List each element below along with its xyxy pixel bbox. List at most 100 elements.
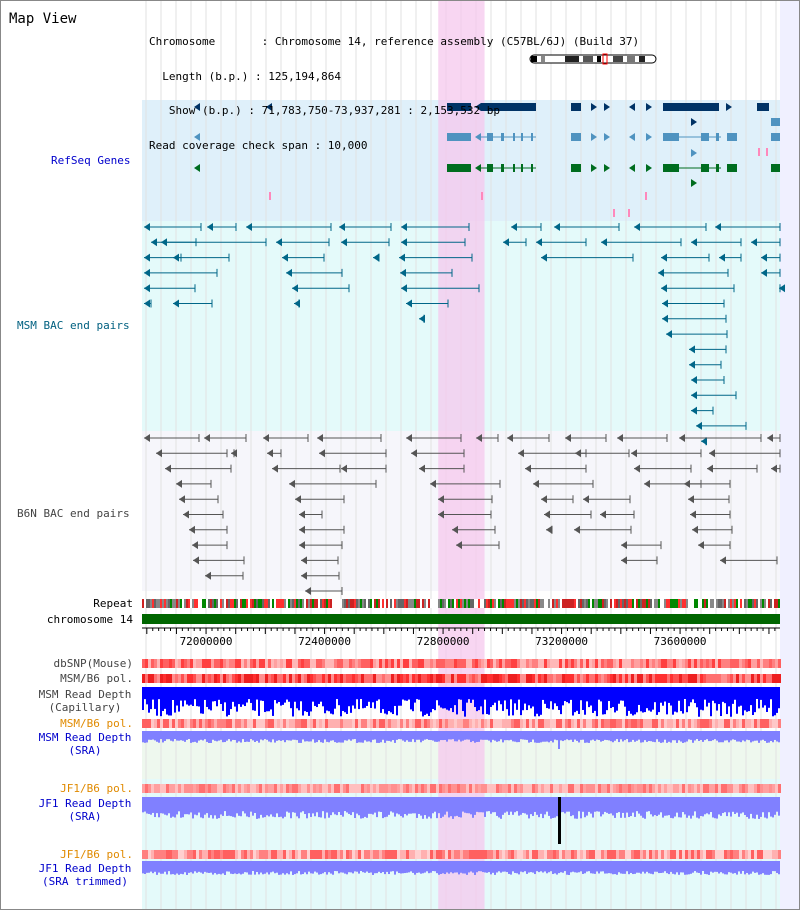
jf1-pol-cell: [637, 784, 640, 793]
jf1-sra-bar: [186, 797, 188, 815]
repeat-block: [554, 599, 556, 608]
msm-sra-bar: [250, 731, 252, 740]
repeat-block: [776, 599, 778, 608]
jf1-pol2-cell: [265, 850, 268, 859]
msm-sra-bar: [338, 731, 340, 743]
end-arrow: [617, 434, 623, 442]
msm-pol-cell: [223, 674, 226, 683]
jf1-pol-cell: [523, 784, 526, 793]
jf1-pol2-cell: [310, 850, 313, 859]
jf1-pol-cell: [319, 784, 322, 793]
jf1-depth-sra-label: JF1 Read Depth: [38, 797, 132, 810]
msm-sra-bar: [702, 731, 704, 742]
jf1-trim-bar: [638, 861, 640, 873]
dbsnp-cell: [703, 659, 706, 668]
msm-capillary-bar: [436, 687, 438, 701]
msm-capillary-bar: [324, 687, 326, 714]
msm-depth-capillary-sub: (Capillary): [48, 701, 122, 714]
jf1-sra-bar: [754, 797, 756, 819]
msm-pol2-cell: [730, 719, 733, 728]
pink-mark: [758, 148, 760, 156]
repeat-block: [378, 599, 380, 608]
b6n-bac-pair: [419, 464, 465, 473]
repeat-block: [198, 599, 200, 608]
repeat-block: [594, 599, 596, 608]
jf1-sra-bar: [514, 797, 516, 813]
msm-pol-cell: [376, 674, 379, 683]
repeat-block: [316, 599, 318, 608]
msm-pol-cell: [256, 674, 259, 683]
jf1-sra-bar: [626, 797, 628, 813]
jf1-trim-bar: [386, 861, 388, 872]
jf1-trim-bar: [744, 861, 746, 875]
jf1-trim-bar: [576, 861, 578, 873]
jf1-pol-cell: [703, 784, 706, 793]
msm-capillary-bar: [648, 687, 650, 711]
jf1-pol2-cell: [385, 850, 388, 859]
jf1-trim-bar: [166, 861, 168, 875]
repeat-block: [642, 599, 644, 608]
msm-sra-bar: [180, 731, 182, 741]
repeat-block: [650, 599, 652, 608]
msm-pol2-cell: [610, 719, 613, 728]
msm-bac-pair: [662, 299, 725, 308]
msm-pol-cell: [655, 674, 658, 683]
msm-sra-bar: [402, 731, 404, 741]
jf1-pol-cell: [226, 784, 229, 793]
msm-pol-cell: [199, 674, 202, 683]
msm-sra-bar: [552, 731, 554, 743]
msm-sra-bar: [168, 731, 170, 740]
repeat-block: [636, 599, 638, 608]
repeat-block: [320, 599, 322, 608]
jf1-sra-bar: [448, 797, 450, 818]
repeat-block: [506, 599, 508, 608]
chromosome-ideogram[interactable]: [529, 53, 657, 65]
jf1-trim-bar: [484, 861, 486, 873]
jf1-pol2-cell: [592, 850, 595, 859]
jf1-trim-bar: [270, 861, 272, 873]
msm-capillary-bar: [512, 687, 514, 716]
msm-pol-cell: [415, 674, 418, 683]
msm-sra-bar: [532, 731, 534, 740]
repeat-block: [708, 599, 710, 608]
msm-bac-pair: [419, 314, 425, 323]
jf1-trim-bar: [596, 861, 598, 872]
jf1-trim-bar: [728, 861, 730, 873]
dbsnp-cell: [160, 659, 163, 668]
repeat-block: [720, 599, 722, 608]
msm-pol2-cell: [553, 719, 556, 728]
jf1-pol2-cell: [757, 850, 760, 859]
msm-sra-bar: [240, 731, 242, 743]
dbsnp-cell: [217, 659, 220, 668]
jf1-trim-bar: [720, 861, 722, 873]
msm-capillary-bar: [744, 687, 746, 711]
msm-sra-bar: [498, 731, 500, 742]
axis-tick-label: 72800000: [417, 635, 470, 648]
refseq-gene: [447, 133, 471, 141]
repeat-block: [224, 599, 226, 608]
msm-pol-cell: [337, 674, 340, 683]
jf1-pol-cell: [640, 784, 643, 793]
jf1-pol2-cell: [574, 850, 577, 859]
jf1-pol2-cell: [727, 850, 730, 859]
jf1-pol2-cell: [508, 850, 511, 859]
jf1-sra-bar: [746, 797, 748, 817]
msm-capillary-bar: [776, 687, 778, 713]
msm-pol2-cell: [328, 719, 331, 728]
msm-sra-bar: [374, 731, 376, 740]
jf1-trim-bar: [266, 861, 268, 873]
msm-capillary-bar: [224, 687, 226, 703]
jf1-sra-bar: [776, 797, 778, 812]
jf1-trim-bar: [212, 861, 214, 875]
repeat-block: [632, 599, 634, 608]
jf1-pol2-cell: [541, 850, 544, 859]
msm-capillary-bar: [228, 687, 230, 715]
jf1-pol2-cell: [163, 850, 166, 859]
msm-sra-bar: [612, 731, 614, 743]
msm-pol2-cell: [457, 719, 460, 728]
dbsnp-cell: [538, 659, 541, 668]
strand-arrow: [591, 103, 597, 111]
msm-capillary-bar: [314, 687, 316, 706]
jf1-trim-bar: [656, 861, 658, 872]
msm-capillary-bar: [580, 687, 582, 701]
